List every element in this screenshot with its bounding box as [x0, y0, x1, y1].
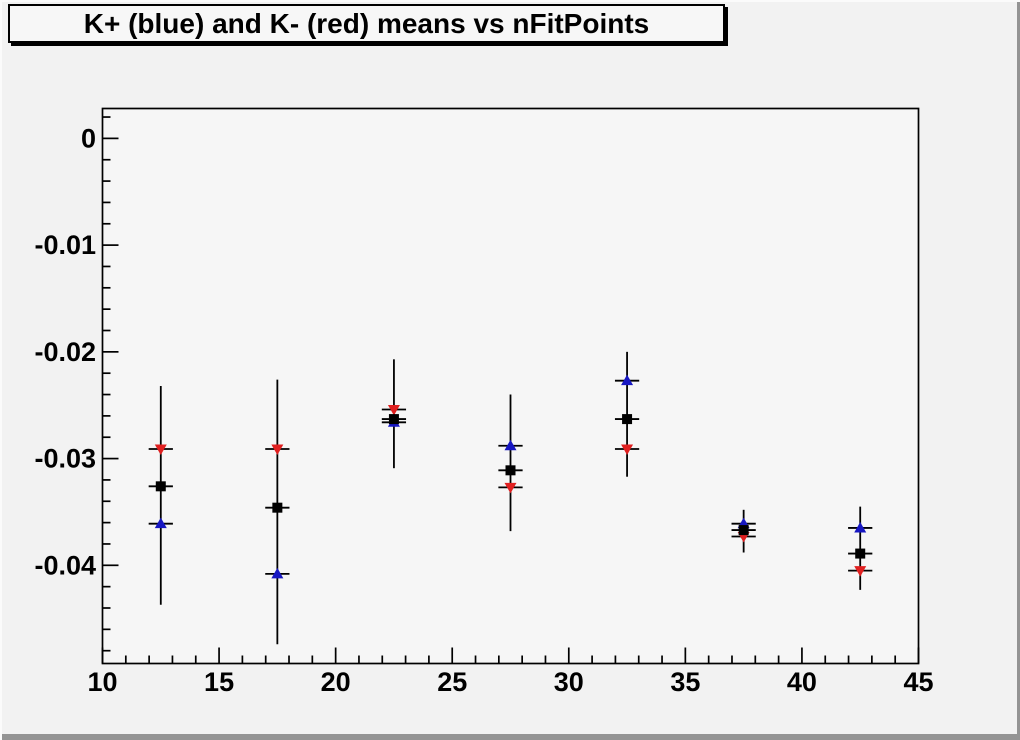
plot-frame[interactable] [101, 107, 920, 665]
x-tick-label: 15 [204, 667, 234, 697]
marker-kplus-triangle-up[interactable] [154, 517, 167, 529]
y-tick-label: 0 [81, 123, 96, 153]
x-tick-label: 30 [554, 667, 584, 697]
marker-mean-square[interactable] [388, 414, 399, 425]
title-box[interactable]: K+ (blue) and K- (red) means vs nFitPoin… [8, 4, 725, 43]
marker-mean-square[interactable] [272, 502, 283, 513]
marker-mean-square[interactable] [738, 525, 749, 536]
marker-kplus-triangle-up[interactable] [854, 521, 867, 533]
x-tick-label: 45 [903, 667, 933, 697]
marker-kminus-triangle-down[interactable] [504, 482, 517, 494]
x-tick-label: 20 [321, 667, 351, 697]
x-tick-label: 35 [670, 667, 700, 697]
marker-kminus-triangle-down[interactable] [854, 566, 867, 577]
y-tick-label: -0.02 [34, 337, 96, 367]
y-tick-label: -0.04 [34, 550, 96, 580]
y-tick-label: -0.01 [34, 230, 96, 260]
marker-kminus-triangle-down[interactable] [154, 444, 167, 455]
marker-kminus-triangle-down[interactable] [387, 404, 400, 416]
marker-mean-square[interactable] [855, 548, 866, 559]
marker-mean-square[interactable] [155, 481, 166, 492]
marker-mean-square[interactable] [505, 465, 516, 476]
marker-kminus-triangle-down[interactable] [621, 444, 634, 455]
y-tick-label: -0.03 [34, 444, 96, 474]
x-tick-label: 25 [437, 667, 467, 697]
marker-kplus-triangle-up[interactable] [621, 374, 634, 386]
x-tick-label: 40 [787, 667, 817, 697]
marker-mean-square[interactable] [622, 414, 633, 425]
marker-kplus-triangle-up[interactable] [504, 439, 517, 451]
marker-kminus-triangle-down[interactable] [271, 444, 284, 455]
marker-kplus-triangle-up[interactable] [271, 567, 284, 579]
chart-title: K+ (blue) and K- (red) means vs nFitPoin… [83, 7, 650, 39]
x-tick-label: 10 [87, 667, 117, 697]
